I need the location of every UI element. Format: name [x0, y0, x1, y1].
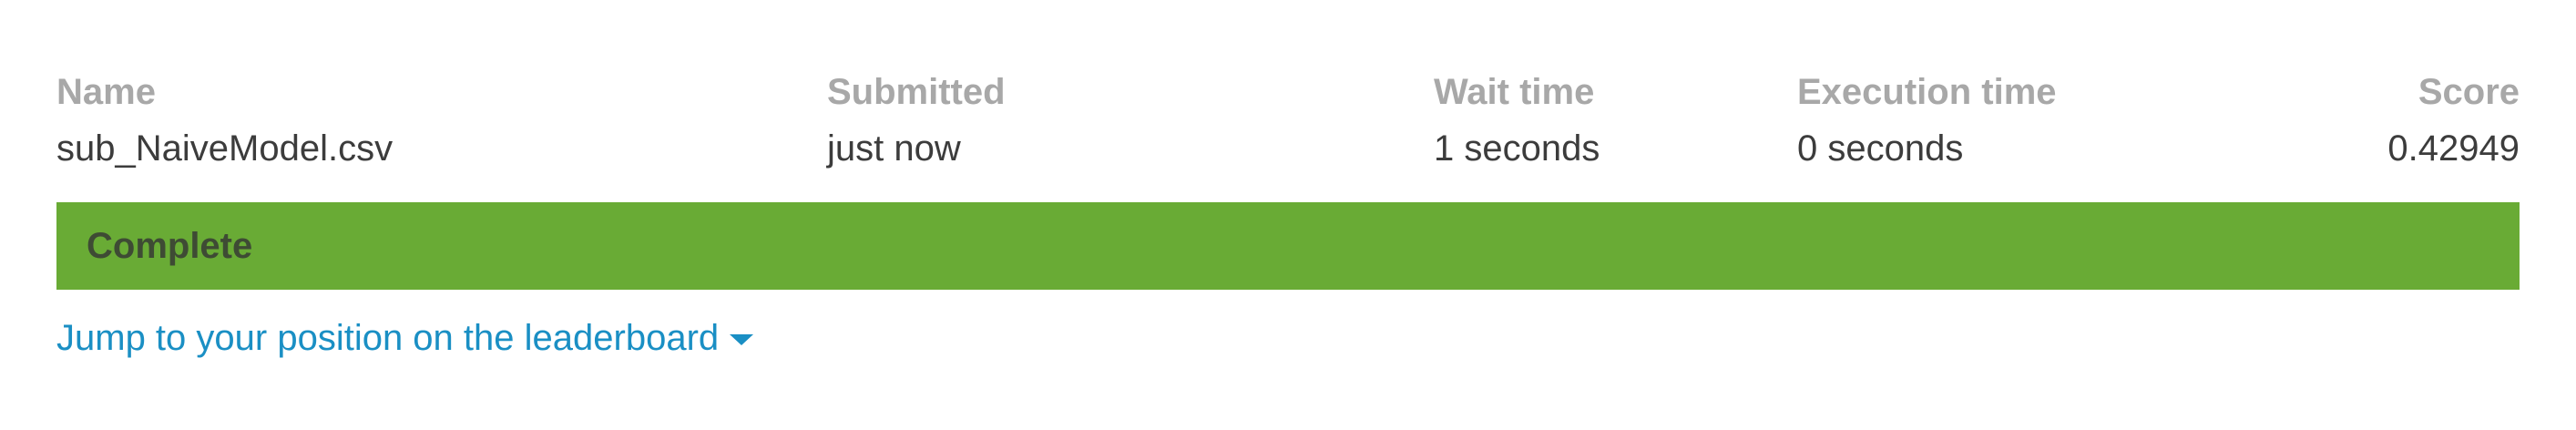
submission-wait-time: 1 seconds: [1434, 128, 1600, 169]
status-bar: Complete: [56, 202, 2520, 290]
header-wait-time: Wait time: [1434, 72, 1595, 112]
submission-table: Name Submitted Wait time Execution time …: [56, 64, 2520, 177]
header-submitted: Submitted: [827, 72, 1006, 112]
submission-submitted: just now: [827, 128, 961, 169]
table-header: Name Submitted Wait time Execution time …: [56, 64, 2520, 120]
header-name: Name: [56, 72, 156, 112]
jump-to-leaderboard-link[interactable]: Jump to your position on the leaderboard: [56, 312, 754, 364]
submission-execution-time: 0 seconds: [1797, 128, 1964, 169]
header-score: Score: [2418, 72, 2520, 112]
submission-file-name: sub_NaiveModel.csv: [56, 128, 394, 169]
jump-to-leaderboard-label: Jump to your position on the leaderboard: [56, 318, 720, 358]
table-row: sub_NaiveModel.csv just now 1 seconds 0 …: [56, 120, 2520, 177]
status-label: Complete: [87, 225, 253, 266]
submission-score: 0.42949: [2387, 128, 2520, 169]
header-execution-time: Execution time: [1797, 72, 2057, 112]
caret-down-icon: [730, 334, 754, 345]
